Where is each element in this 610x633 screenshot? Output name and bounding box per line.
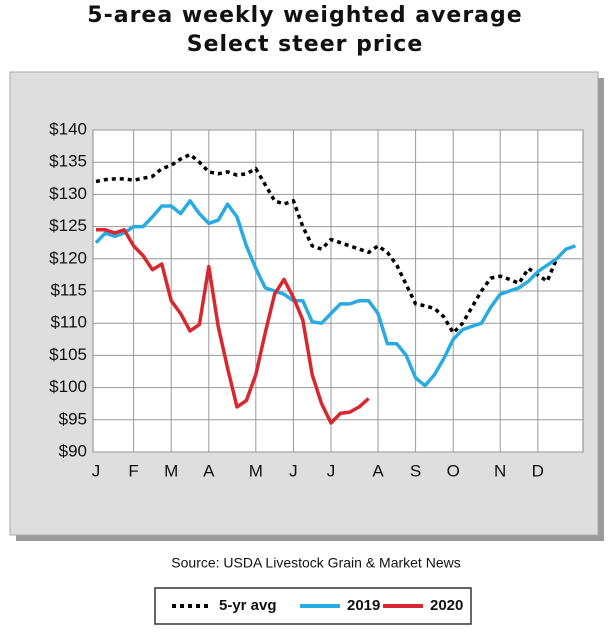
x-tick-label: N [494,461,506,480]
y-tick-label: $120 [49,248,87,267]
y-tick-label: $110 [50,313,87,332]
y-tick-label: $135 [49,152,87,171]
x-tick-label: S [410,461,421,480]
x-tick-label: A [203,461,215,480]
y-tick-label: $130 [49,184,87,203]
y-tick-label: $125 [49,216,87,235]
y-tick-label: $115 [50,280,87,299]
plot: $90 $95 $100 $105 $110 $115 $120 $125 $130 $135 $1… [49,119,583,614]
x-tick-label: O [447,461,460,480]
x-tick-label: J [92,461,101,480]
chart-subtitle: Select steer price [187,32,424,57]
series-line [96,228,370,425]
x-tick-label: F [128,461,138,480]
y-tick-label: $90 [59,441,87,460]
x-tick-label: M [164,461,178,480]
legend-label: 5-yr avg [219,597,277,614]
source: Source: USDA Livestock Grain & Market Ne… [171,555,460,571]
y-tick-label: $140 [49,119,87,138]
x-tick-label: J [327,461,336,480]
series-line [94,199,576,388]
series-line [95,152,559,335]
legend-label: 2020 [430,597,463,614]
x-tick-label: D [532,461,544,480]
y-tick-label: $95 [59,409,87,428]
y-tick-label: $100 [49,377,87,396]
x-tick-label: J [289,461,298,480]
x-tick-label: M [249,461,263,480]
x-tick-label: A [372,461,384,480]
chart-title: 5-area weekly weighted average [87,3,522,28]
y-tick-label: $105 [49,345,87,364]
legend-label: 2019 [347,597,380,614]
